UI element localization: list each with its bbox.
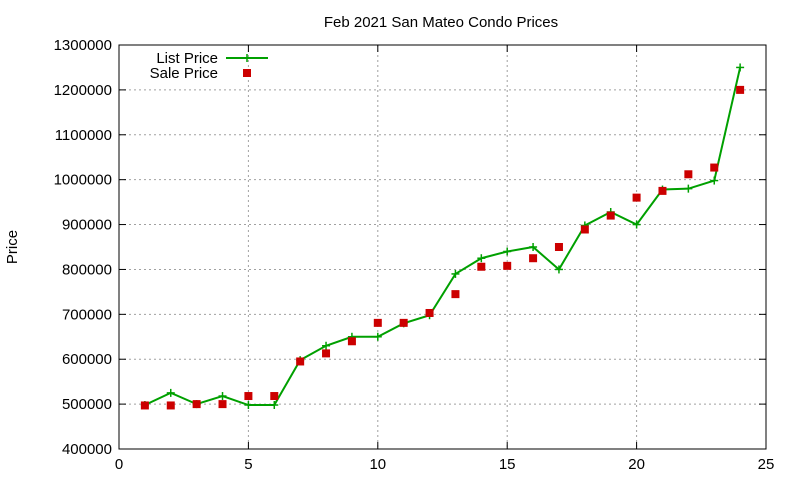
x-tick-label: 25 (758, 456, 775, 473)
series-list-price (140, 63, 745, 410)
sale-price-point (580, 225, 589, 234)
sale-price-point (270, 392, 279, 401)
sale-price-point (140, 401, 149, 410)
sale-price-point (658, 186, 667, 195)
list-price-point (684, 184, 693, 193)
x-tick-label: 10 (369, 456, 386, 473)
series-marks (140, 63, 745, 410)
y-tick-label: 1300000 (54, 37, 112, 54)
list-price-point (218, 392, 227, 401)
list-price-point (244, 401, 253, 410)
sale-price-point (632, 193, 641, 202)
sale-price-point (684, 170, 693, 179)
sale-price-point (347, 337, 356, 346)
sale-price-point (477, 262, 486, 271)
axes: 0 5 10 15 20 25 400000 500000 600000 700000 800000… (54, 37, 775, 473)
sale-price-point (451, 290, 460, 299)
grid-lines (119, 45, 766, 449)
list-price-point (477, 254, 486, 263)
sale-price-point (192, 400, 201, 409)
sale-price-point (554, 243, 563, 251)
sale-price-point (399, 318, 408, 327)
list-price-point (632, 220, 641, 229)
sale-price-point (529, 254, 538, 263)
y-tick-label: 400000 (62, 441, 112, 458)
sale-price-point (244, 392, 253, 401)
list-price-point (373, 332, 382, 341)
sale-price-point (606, 211, 615, 220)
x-tick-label: 5 (244, 456, 252, 473)
x-tick-label: 15 (499, 456, 516, 473)
y-tick-label: 1000000 (54, 172, 112, 189)
y-tick-label: 700000 (62, 306, 112, 323)
sale-price-point (218, 400, 227, 409)
sale-price-point (736, 85, 745, 94)
list-price-point (451, 269, 460, 278)
sale-price-point (373, 318, 382, 327)
list-price-point (270, 401, 279, 410)
y-tick-label: 1200000 (54, 82, 112, 99)
list-price-point (322, 341, 331, 350)
legend-marker-list-price (243, 54, 251, 62)
legend-label-list-price: List Price (156, 50, 218, 67)
y-tick-label: 500000 (62, 396, 112, 413)
sale-price-point (322, 349, 331, 358)
list-price-line (144, 67, 742, 407)
legend-label-sale-price: Sale Price (150, 65, 218, 82)
sale-price-point (166, 401, 175, 410)
sale-price-point (296, 357, 305, 366)
y-tick-label: 800000 (62, 261, 112, 278)
y-tick-label: 600000 (62, 351, 112, 368)
sale-price-point (503, 261, 512, 270)
chart-title: Feb 2021 San Mateo Condo Prices (324, 14, 558, 31)
list-price-point (710, 176, 719, 185)
legend-marker-sale-price (243, 69, 251, 77)
plot-frame (118, 44, 767, 450)
series-sale-price (140, 85, 745, 410)
list-price-point (503, 247, 512, 256)
y-tick-label: 1100000 (55, 127, 112, 144)
sale-price-point (425, 308, 434, 317)
list-price-point (529, 243, 538, 251)
list-price-point (736, 63, 745, 72)
x-tick-label: 20 (628, 456, 645, 473)
y-axis-label: Price (4, 230, 21, 264)
list-price-point (554, 265, 563, 274)
list-price-point (166, 388, 175, 397)
sale-price-point (710, 163, 719, 172)
y-tick-label: 900000 (62, 217, 112, 234)
x-tick-label: 0 (115, 456, 123, 473)
